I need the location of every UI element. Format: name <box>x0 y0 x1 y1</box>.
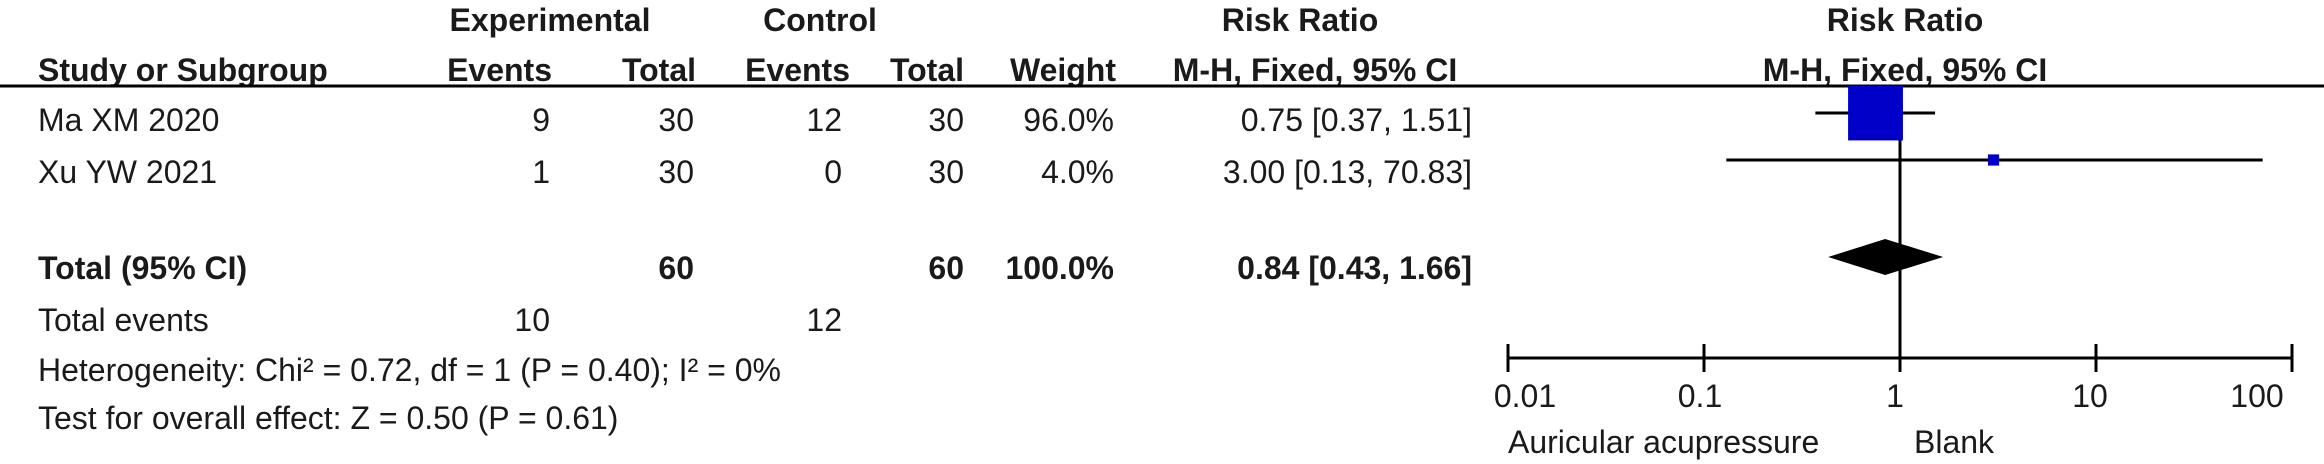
exp-total-cell: 30 <box>658 154 694 190</box>
favours-right-label: Blank <box>1914 424 1995 460</box>
total-label: Total (95% CI) <box>38 250 248 286</box>
exp-events-header: Events <box>447 52 552 88</box>
study-column-header: Study or Subgroup <box>38 52 328 88</box>
axis-tick-label: 10 <box>2072 378 2108 414</box>
weight-header: Weight <box>1009 52 1116 88</box>
heterogeneity-text: Heterogeneity: Chi² = 0.72, df = 1 (P = … <box>38 352 781 388</box>
plot-method-header: M-H, Fixed, 95% CI <box>1762 52 2048 88</box>
plot-title: Risk Ratio <box>1826 2 1984 38</box>
exp-total-cell: 30 <box>658 102 694 138</box>
ctrl-events-header: Events <box>745 52 850 88</box>
ctrl-total-cell: 30 <box>928 102 964 138</box>
total-ctrl-total: 60 <box>928 250 964 286</box>
total-weight: 100.0% <box>1005 250 1114 286</box>
method-header: M-H, Fixed, 95% CI <box>1172 52 1458 88</box>
axis-tick-label: 0.1 <box>1677 378 1723 414</box>
ctrl-total-cell: 30 <box>928 154 964 190</box>
exp-events-cell: 1 <box>532 154 550 190</box>
total-exp-total: 60 <box>658 250 694 286</box>
study-name: Ma XM 2020 <box>38 102 220 138</box>
weight-cell: 96.0% <box>1023 102 1114 138</box>
ci-cell: 3.00 [0.13, 70.83] <box>1222 154 1472 190</box>
study-name: Xu YW 2021 <box>38 154 218 190</box>
ci-cell: 0.75 [0.37, 1.51] <box>1240 102 1472 138</box>
total-events-label: Total events <box>38 302 209 338</box>
exp-total-header: Total <box>621 52 696 88</box>
axis-tick-label: 1 <box>1886 378 1904 414</box>
ctrl-total-header: Total <box>889 52 964 88</box>
experimental-group-header: Experimental <box>449 2 651 38</box>
overall-effect-text: Test for overall effect: Z = 0.50 (P = 0… <box>38 400 619 436</box>
axis-tick-label: 100 <box>2230 378 2284 414</box>
total-events-exp: 10 <box>514 302 550 338</box>
favours-left-label: Auricular acupressure <box>1508 424 1820 460</box>
study-marker <box>1987 154 2000 166</box>
total-events-ctrl: 12 <box>806 302 842 338</box>
control-group-header: Control <box>763 2 877 38</box>
total-ci: 0.84 [0.43, 1.66] <box>1237 250 1472 286</box>
ctrl-events-cell: 0 <box>824 154 842 190</box>
study-marker <box>1848 85 1903 141</box>
axis-tick-label: 0.01 <box>1493 378 1557 414</box>
exp-events-cell: 9 <box>532 102 550 138</box>
summary-diamond <box>1828 239 1944 275</box>
ctrl-events-cell: 12 <box>806 102 842 138</box>
weight-cell: 4.0% <box>1041 154 1114 190</box>
risk-ratio-header: Risk Ratio <box>1221 2 1379 38</box>
